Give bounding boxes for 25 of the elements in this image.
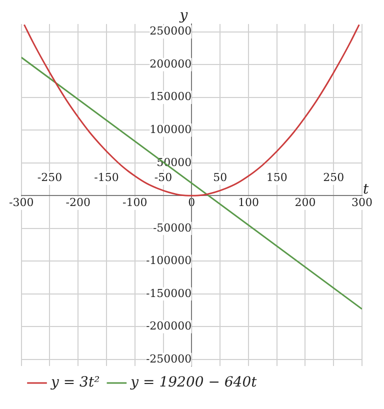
y-tick-label: 200000 [150,57,192,70]
x-tick-label: -100 [122,196,148,210]
legend-label: y = 19200 − 640t [130,374,258,391]
y-tick-label: -100000 [146,254,192,268]
x-tick-label: 300 [352,196,372,210]
x2-tick-label: -250 [37,171,62,184]
x2-tick-label: 150 [266,171,288,184]
x-axis-title: t [363,181,369,198]
legend-label: y = 3t² [50,374,100,391]
x-tick-label: 200 [294,196,316,210]
y-tick-label: -50000 [152,221,192,234]
y-tick-label: -200000 [146,320,192,333]
x2-tick-label: -150 [94,171,119,184]
x-tick-label: -300 [8,196,34,210]
y-tick-label: -150000 [146,286,192,300]
x-tick-label: -200 [66,196,90,210]
x2-tick-label: -50 [154,171,172,184]
x2-tick-label: 250 [323,171,344,184]
y-tick-label: 100000 [150,122,192,136]
x-tick-label: 100 [238,196,259,210]
y-tick-label: -250000 [146,352,192,366]
y-tick-label: 150000 [150,90,192,104]
y-tick-label: 250000 [150,24,192,38]
y-axis-title: y [178,8,189,24]
x2-tick-label: 50 [213,171,228,184]
